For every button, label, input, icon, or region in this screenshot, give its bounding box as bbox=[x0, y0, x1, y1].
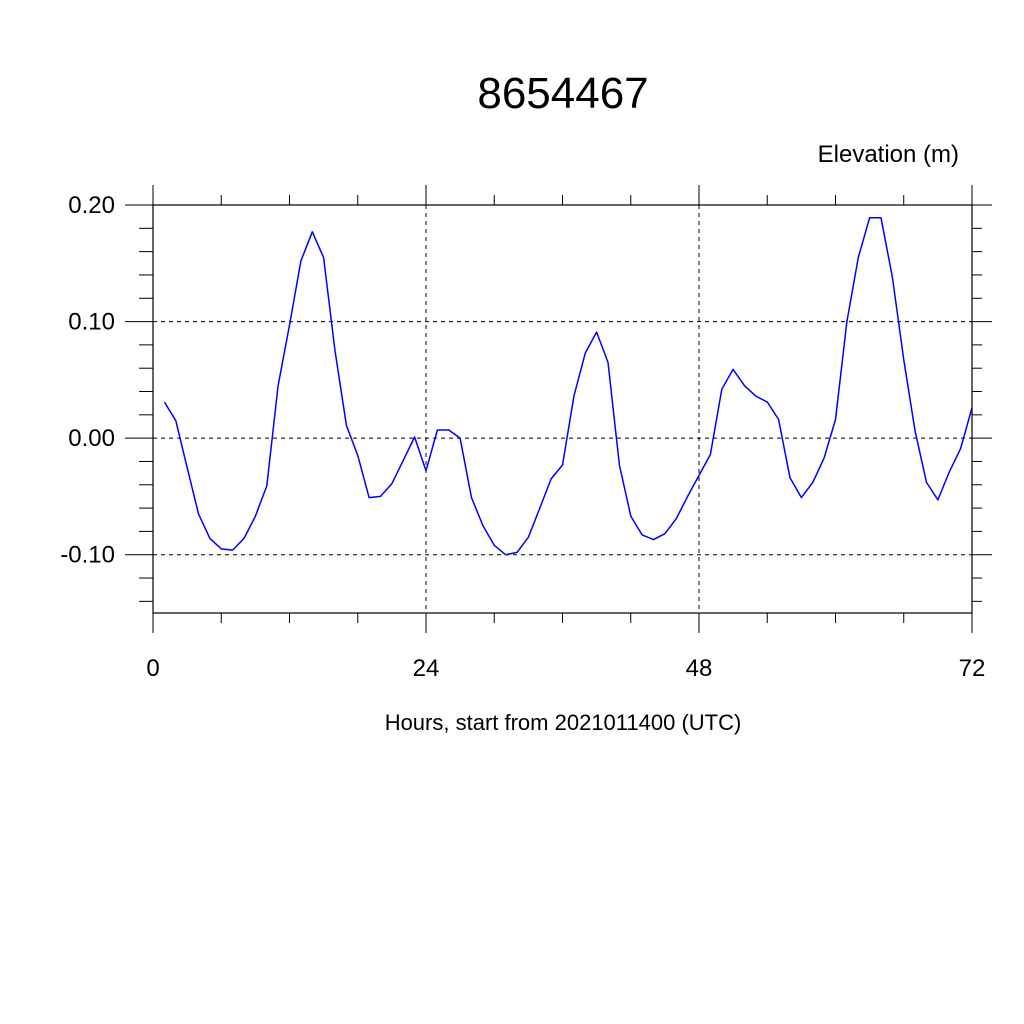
series-line bbox=[163, 217, 973, 556]
y-tick-label: 0.10 bbox=[68, 309, 115, 336]
series-layer bbox=[163, 217, 973, 556]
axis-ticks: 0.20 0.10 0.00 -0.10 0 24 48 72 bbox=[60, 185, 992, 682]
x-axis-label: Hours, start from 2021011400 (UTC) bbox=[385, 710, 742, 735]
x-tick-label: 48 bbox=[686, 655, 713, 682]
y-axis-label: Elevation (m) bbox=[818, 141, 959, 168]
x-tick-label: 24 bbox=[413, 655, 440, 682]
chart-title: 8654467 bbox=[477, 69, 648, 118]
x-tick-label: 72 bbox=[959, 655, 986, 682]
y-tick-label: 0.00 bbox=[68, 425, 115, 452]
y-tick-label: -0.10 bbox=[60, 542, 115, 569]
x-tick-label: 0 bbox=[146, 655, 159, 682]
y-tick-label: 0.20 bbox=[68, 192, 115, 219]
